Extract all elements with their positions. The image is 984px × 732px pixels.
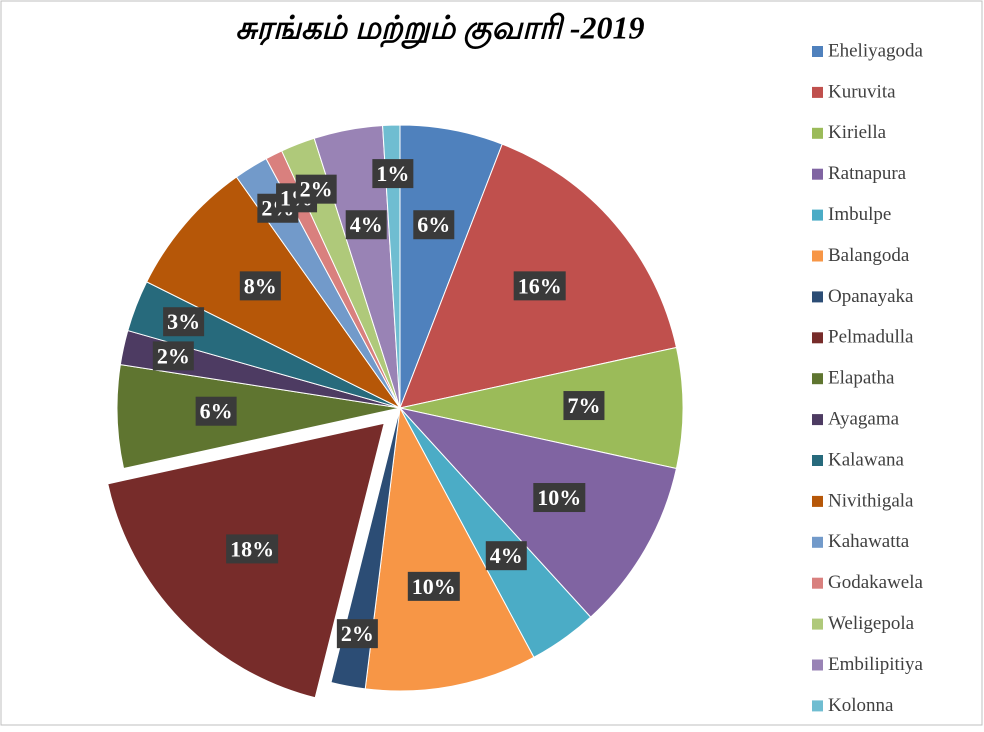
legend-label: Kalawana <box>828 449 905 470</box>
data-label: 7% <box>563 391 605 421</box>
data-label-box <box>485 541 527 571</box>
data-label: 2% <box>295 174 337 204</box>
legend-marker <box>812 659 823 671</box>
data-label-text: 10% <box>537 485 581 510</box>
data-label: 16% <box>513 271 566 301</box>
pie-slice <box>382 124 401 409</box>
data-label: 4% <box>485 541 527 571</box>
pie-slice <box>330 407 401 690</box>
data-label-box <box>563 391 605 421</box>
legend-marker <box>812 291 823 303</box>
data-label: 18% <box>226 534 279 564</box>
legend-label: Balangoda <box>828 245 910 266</box>
legend-label: Weligepola <box>828 613 915 634</box>
data-label-text: 6% <box>200 399 233 424</box>
legend-label: Ayagama <box>828 408 900 429</box>
data-label-text: 7% <box>567 393 600 418</box>
pie-slice <box>398 407 678 618</box>
data-label-box <box>195 396 237 426</box>
legend-marker <box>812 127 823 139</box>
data-label-box <box>152 341 194 371</box>
data-label-text: 6% <box>417 212 450 237</box>
data-label-text: 18% <box>230 536 274 561</box>
legend-marker <box>812 700 823 712</box>
legend-marker <box>812 618 823 630</box>
legend-marker <box>812 536 823 548</box>
legend-label: Kahawatta <box>828 531 910 552</box>
data-label: 10% <box>533 483 586 513</box>
legend-marker <box>812 332 823 344</box>
legend-marker <box>812 46 823 57</box>
data-label-box <box>513 271 566 301</box>
data-label-text: 8% <box>244 273 277 298</box>
data-label-text: 2% <box>300 177 333 202</box>
data-label-box <box>372 159 414 189</box>
legend-label: Ratnapura <box>828 163 907 184</box>
data-label-box <box>413 210 455 240</box>
data-label-text: 4% <box>350 212 383 237</box>
data-label: 10% <box>407 571 460 601</box>
legend-label: Kiriella <box>828 122 887 143</box>
data-label: 6% <box>195 396 237 426</box>
data-label-text: 1% <box>376 161 409 186</box>
legend-label: Nivithigala <box>828 490 914 511</box>
data-label-box <box>163 307 205 337</box>
legend-marker <box>812 168 823 180</box>
data-label: 1% <box>372 159 414 189</box>
data-label-text: 3% <box>167 309 200 334</box>
data-label-box <box>407 571 460 601</box>
legend-marker <box>812 455 823 466</box>
chart-title: சுரங்கம் மற்றும் குவாரி -2019 <box>236 9 645 49</box>
data-label-text: 16% <box>518 273 562 298</box>
legend-label: Godakawela <box>828 572 924 593</box>
pie-slice <box>399 346 684 470</box>
data-label-box <box>336 619 378 649</box>
data-label: 4% <box>345 210 387 240</box>
legend-label: Opanayaka <box>828 286 914 307</box>
legend-label: Elapatha <box>828 368 895 389</box>
data-label-text: 4% <box>490 543 523 568</box>
data-label-text: 2% <box>341 621 374 646</box>
data-label: 6% <box>413 210 455 240</box>
data-label-box <box>345 210 387 240</box>
data-label: 3% <box>163 307 205 337</box>
legend-label: Embilipitiya <box>828 654 924 675</box>
data-label-box <box>295 174 337 204</box>
legend-marker <box>812 414 823 426</box>
legend-marker <box>812 373 823 385</box>
legend-marker <box>812 250 823 262</box>
pie-slice <box>364 406 535 692</box>
data-label-text: 2% <box>157 343 190 368</box>
legend-marker <box>812 577 823 589</box>
legend-marker <box>812 495 823 507</box>
data-label-box <box>226 534 279 564</box>
legend-marker <box>812 86 823 98</box>
data-label-box <box>533 483 586 513</box>
legend-label: Imbulpe <box>828 204 891 225</box>
legend-marker <box>812 209 823 221</box>
legend-label: Pelmadulla <box>828 327 914 348</box>
data-label: 2% <box>152 341 194 371</box>
data-label: 8% <box>239 271 281 301</box>
data-label-box <box>239 271 281 301</box>
legend-label: Eheliyagoda <box>828 40 924 61</box>
data-label: 2% <box>336 619 378 649</box>
legend-label: Kolonna <box>828 695 894 716</box>
legend-label: Kuruvita <box>828 81 896 102</box>
data-label-text: 10% <box>412 574 456 599</box>
